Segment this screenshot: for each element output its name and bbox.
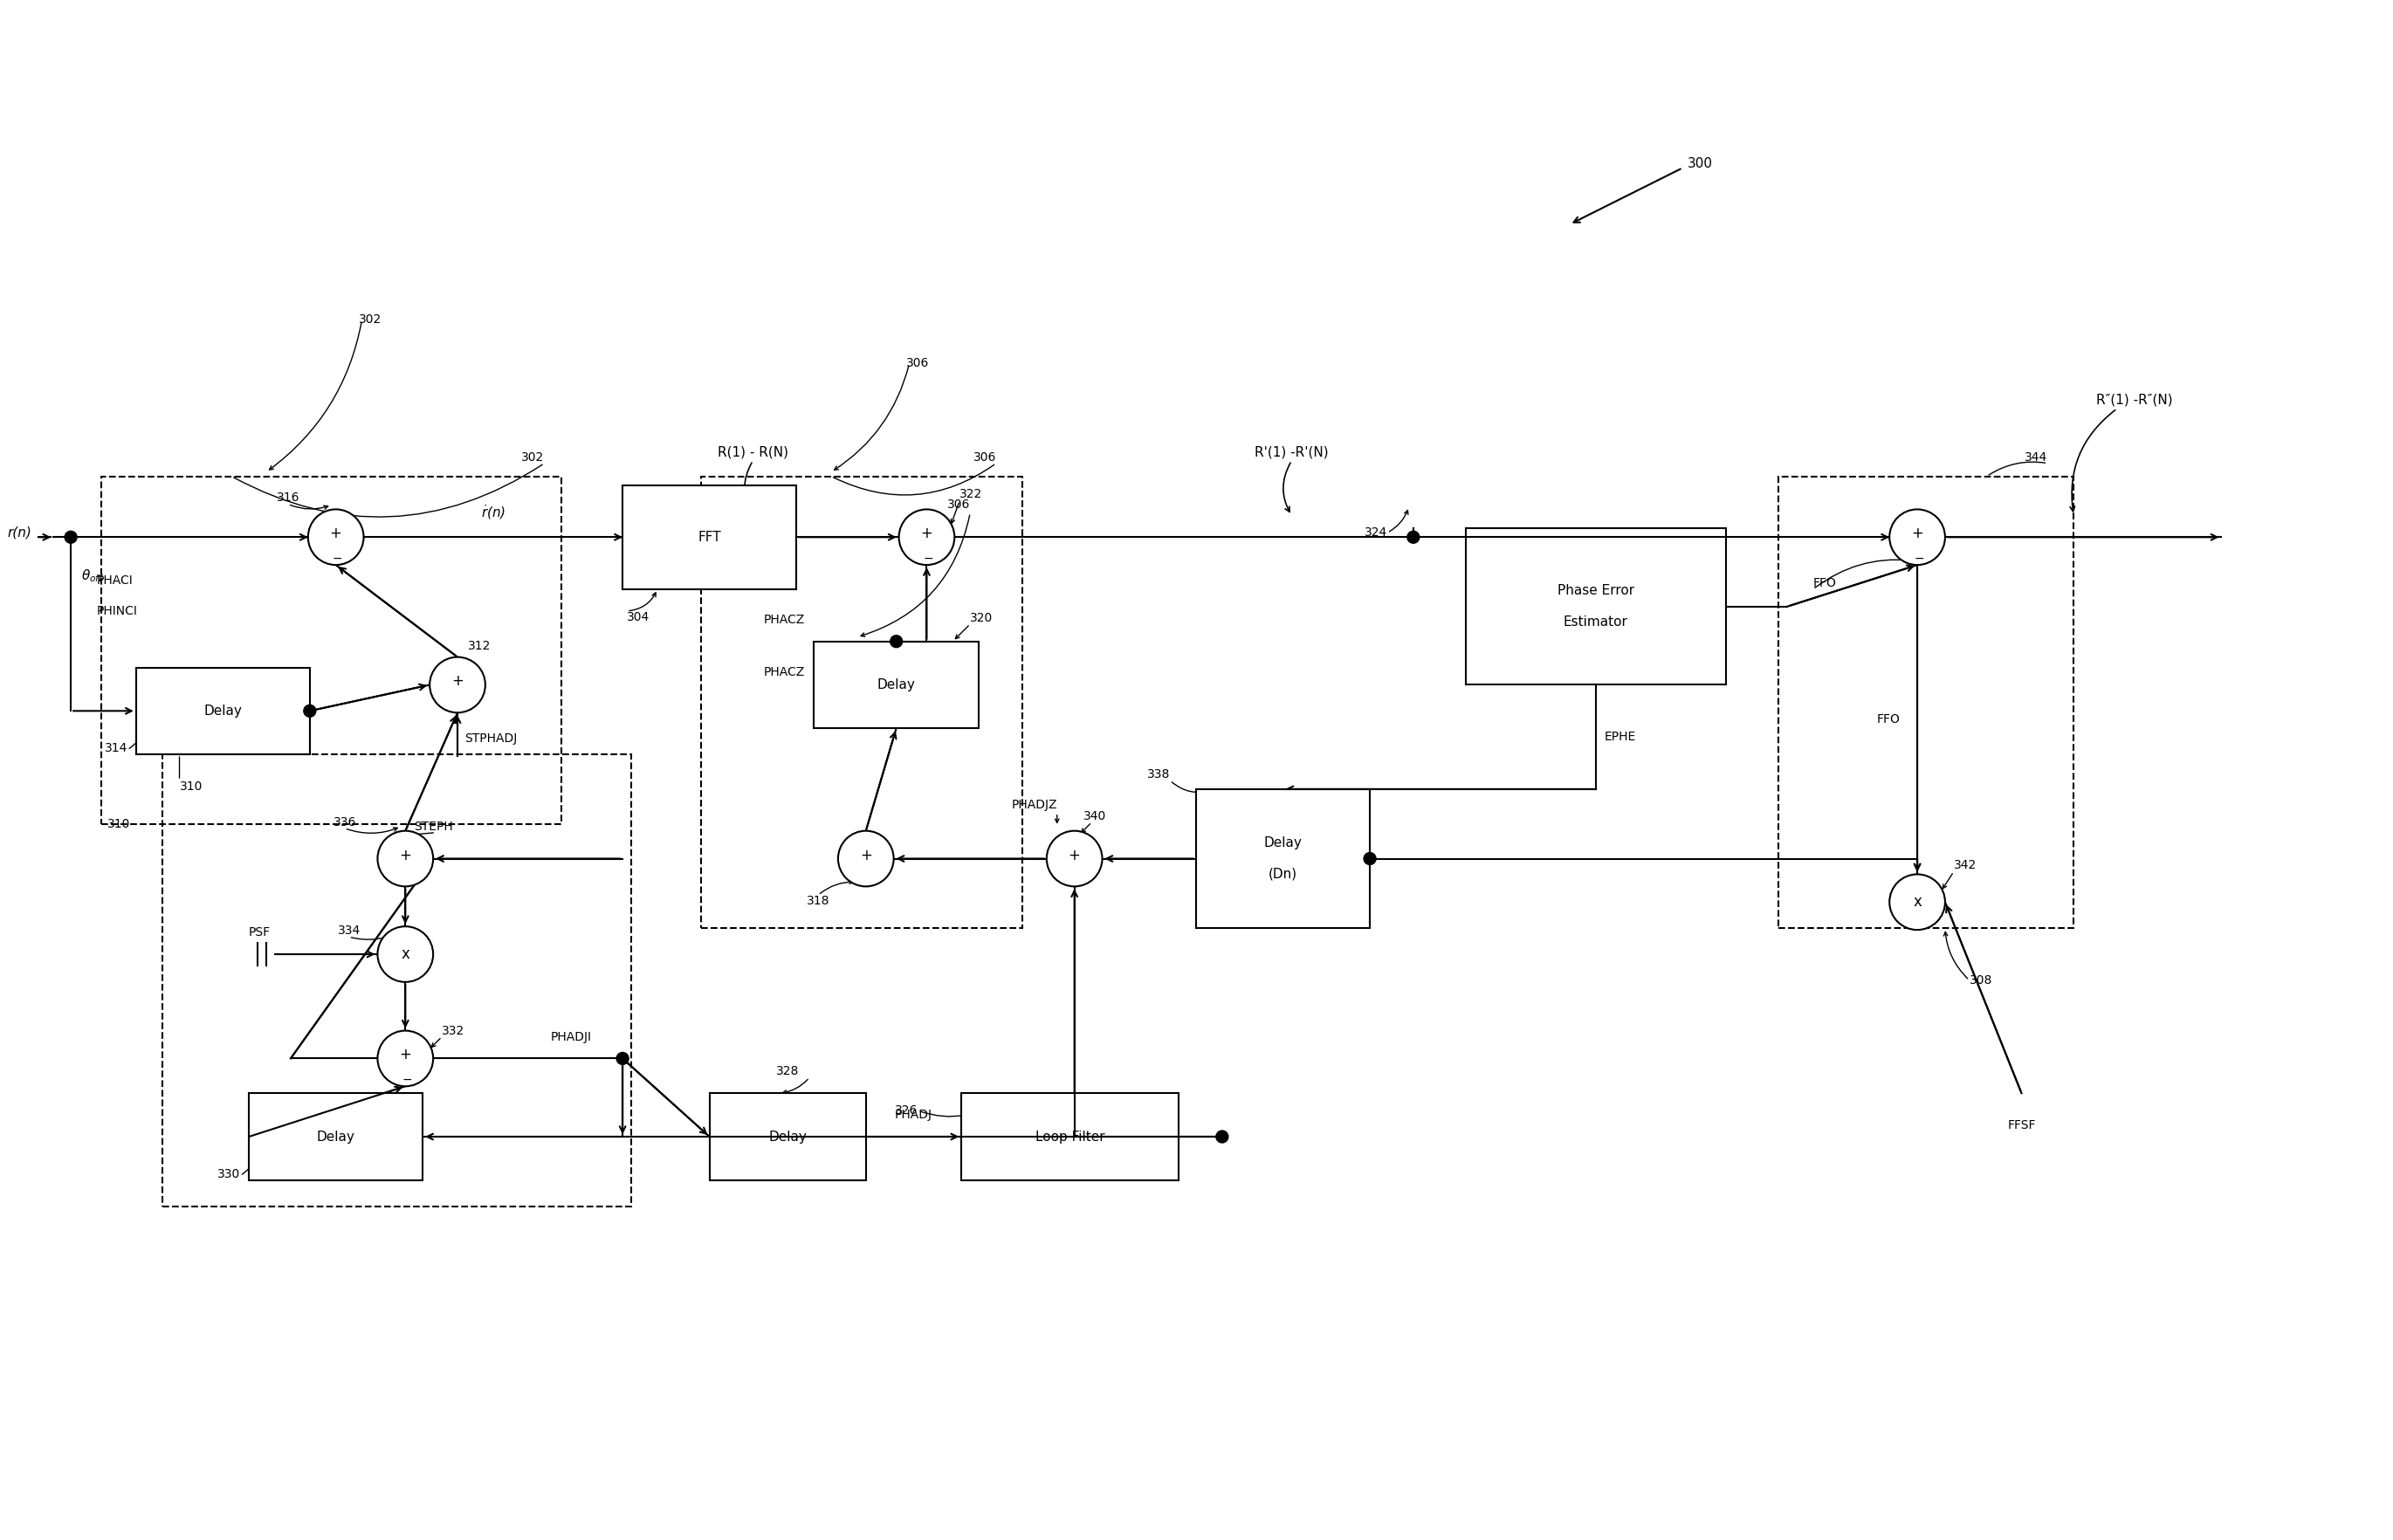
Text: Estimator: Estimator — [1563, 616, 1627, 628]
Text: +: + — [1067, 847, 1082, 862]
Text: R″(1) -R″(N): R″(1) -R″(N) — [2096, 394, 2173, 407]
Text: R(1) - R(N): R(1) - R(N) — [718, 447, 787, 459]
Text: 318: 318 — [806, 895, 830, 907]
Circle shape — [1364, 853, 1376, 864]
Text: 326: 326 — [895, 1104, 919, 1116]
Text: 336: 336 — [333, 816, 357, 829]
Text: x: x — [402, 947, 409, 962]
Circle shape — [309, 510, 364, 565]
Text: −: − — [333, 553, 342, 565]
FancyBboxPatch shape — [962, 1093, 1180, 1180]
Text: 304: 304 — [627, 611, 651, 624]
Circle shape — [900, 510, 955, 565]
Text: $\theta_{off}$: $\theta_{off}$ — [81, 568, 105, 584]
Circle shape — [1890, 875, 1946, 930]
Text: +: + — [400, 1047, 412, 1063]
Circle shape — [378, 927, 433, 983]
Text: EPHE: EPHE — [1603, 732, 1637, 744]
Text: PSF: PSF — [249, 927, 270, 938]
Text: PHACZ: PHACZ — [763, 613, 804, 625]
FancyBboxPatch shape — [136, 667, 309, 755]
FancyBboxPatch shape — [249, 1093, 424, 1180]
Text: +: + — [330, 525, 342, 542]
FancyBboxPatch shape — [1196, 788, 1369, 929]
Circle shape — [1216, 1130, 1228, 1143]
Text: FFT: FFT — [699, 531, 720, 544]
Text: 328: 328 — [775, 1066, 799, 1078]
Text: −: − — [402, 1073, 412, 1086]
Text: 306: 306 — [907, 357, 928, 370]
Text: Delay: Delay — [203, 704, 242, 718]
Text: +: + — [452, 673, 464, 690]
Text: FFSF: FFSF — [2008, 1120, 2036, 1132]
Text: PHADJZ: PHADJZ — [1012, 799, 1058, 812]
Text: −: − — [924, 553, 933, 565]
Text: x: x — [1912, 895, 1922, 910]
Text: PHADJ: PHADJ — [895, 1109, 933, 1121]
Text: 338: 338 — [1146, 768, 1170, 781]
Text: FFO: FFO — [1814, 578, 1835, 590]
Circle shape — [378, 1030, 433, 1086]
Text: R'(1) -R'(N): R'(1) -R'(N) — [1254, 447, 1328, 459]
Text: 324: 324 — [1364, 527, 1388, 539]
Text: +: + — [921, 525, 933, 542]
Text: 322: 322 — [960, 488, 984, 500]
Text: Phase Error: Phase Error — [1558, 585, 1634, 598]
Text: 334: 334 — [337, 924, 361, 936]
Circle shape — [1890, 510, 1946, 565]
Circle shape — [431, 658, 486, 713]
Text: 310: 310 — [108, 818, 129, 830]
Text: 332: 332 — [443, 1024, 464, 1036]
Circle shape — [304, 705, 316, 718]
Text: PHINCI: PHINCI — [96, 605, 139, 618]
Circle shape — [617, 1052, 629, 1064]
Text: 302: 302 — [359, 314, 383, 326]
FancyBboxPatch shape — [814, 641, 979, 728]
Text: $\dot{r}$(n): $\dot{r}$(n) — [481, 504, 505, 522]
Text: 300: 300 — [1687, 157, 1713, 169]
Text: 340: 340 — [1084, 810, 1106, 822]
Text: (Dn): (Dn) — [1268, 867, 1297, 881]
Text: +: + — [400, 847, 412, 862]
Text: PHADJI: PHADJI — [550, 1030, 591, 1043]
Text: 316: 316 — [278, 491, 299, 504]
Circle shape — [1407, 531, 1419, 544]
Text: +: + — [1912, 525, 1924, 542]
Circle shape — [1046, 830, 1103, 887]
FancyBboxPatch shape — [708, 1093, 866, 1180]
Text: +: + — [859, 847, 871, 862]
Text: 308: 308 — [1969, 975, 1993, 987]
Text: 314: 314 — [105, 742, 127, 755]
Circle shape — [890, 636, 902, 647]
FancyBboxPatch shape — [1465, 528, 1725, 685]
Text: 312: 312 — [469, 639, 491, 651]
Text: 342: 342 — [1953, 859, 1977, 872]
FancyBboxPatch shape — [622, 485, 797, 590]
Text: PHACI: PHACI — [96, 574, 134, 587]
Text: 302: 302 — [522, 451, 543, 464]
Text: r(n): r(n) — [7, 527, 31, 539]
Circle shape — [378, 830, 433, 887]
Text: Delay: Delay — [316, 1130, 354, 1143]
Text: 330: 330 — [218, 1167, 239, 1180]
Text: −: − — [1914, 553, 1924, 565]
Text: Delay: Delay — [878, 678, 917, 691]
Text: Delay: Delay — [1264, 836, 1302, 850]
Circle shape — [65, 531, 77, 544]
Text: 320: 320 — [969, 611, 993, 624]
Text: FFO: FFO — [1876, 713, 1900, 725]
Circle shape — [838, 830, 893, 887]
Text: 310: 310 — [179, 781, 203, 793]
Text: 306: 306 — [974, 451, 995, 464]
Text: Delay: Delay — [768, 1130, 806, 1143]
Text: 306: 306 — [948, 499, 969, 511]
Text: STPHADJ: STPHADJ — [464, 733, 517, 745]
Text: STEPH: STEPH — [414, 821, 452, 833]
Text: Loop Filter: Loop Filter — [1036, 1130, 1106, 1143]
Text: PHACZ: PHACZ — [763, 665, 804, 678]
Text: 344: 344 — [2024, 451, 2048, 464]
